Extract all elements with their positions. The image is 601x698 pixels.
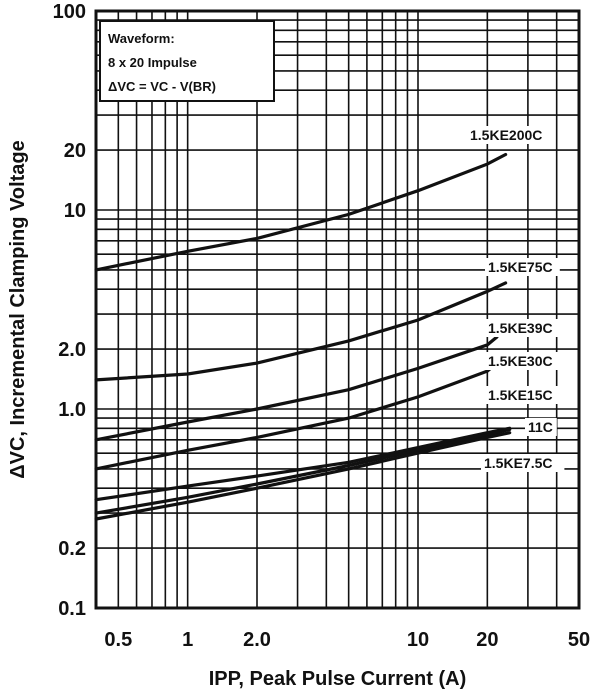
series-line-3 [94,361,499,471]
y-tick-label: 10 [64,200,86,222]
series-lines [94,152,512,521]
series-label-background [525,418,557,436]
series-label-1: 1.5KE75C [488,259,553,275]
series-line-1 [94,281,508,382]
annotation-line-1: Waveform: [108,31,175,46]
series-label-0: 1.5KE200C [470,127,542,143]
y-tick-label: 0.1 [58,598,86,620]
series-line-2 [94,335,499,442]
series-line-4 [94,426,512,502]
series-label-background [485,258,560,276]
x-tick-label: 10 [407,629,429,651]
y-axis-label: ΔVC, Incremental Clamping Voltage [7,140,29,479]
series-label-background [467,126,551,144]
x-tick-label: 2.0 [243,629,271,651]
x-tick-labels: 0.5 1 2.0 10 20 50 [104,629,590,651]
grid-lines [95,11,580,608]
y-tick-label: 1.0 [58,399,86,421]
plot-frame [94,9,581,610]
series-label-3: 1.5KE30C [488,353,553,369]
series-labels: 1.5KE200C 1.5KE75C 1.5KE39C 1.5KE30C 1.5KE15… [467,126,565,472]
y-tick-labels: 100 20 10 2.0 1.0 0.2 0.1 [53,1,86,620]
series-label-background [485,352,560,370]
annotation-line-3: ΔVC = VC - V(BR) [108,79,216,94]
x-tick-label: 0.5 [104,629,132,651]
series-line-0 [94,152,508,272]
x-axis-label: IPP, Peak Pulse Current (A) [209,668,467,690]
y-tick-label: 100 [53,1,86,23]
series-label-background [485,319,560,337]
y-tick-label: 0.2 [58,538,86,560]
annotation-box [99,20,275,102]
series-label-background [485,386,560,404]
series-label-5: 11C [528,419,553,435]
x-tick-label: 20 [476,629,498,651]
y-tick-label: 20 [64,140,86,162]
y-tick-label: 2.0 [58,339,86,361]
x-tick-label: 1 [182,629,193,651]
series-label-2: 1.5KE39C [488,320,553,336]
annotation-line-2: 8 x 20 Impulse [108,55,197,70]
series-line-5 [94,427,512,515]
series-label-6: 1.5KE7.5C [484,455,552,471]
series-label-4: 1.5KE15C [488,387,553,403]
series-label-background [481,454,565,472]
waveform-annotation: Waveform: 8 x 20 Impulse ΔVC = VC - V(BR… [99,20,275,102]
x-tick-label: 50 [568,629,590,651]
series-line-6 [94,431,512,521]
